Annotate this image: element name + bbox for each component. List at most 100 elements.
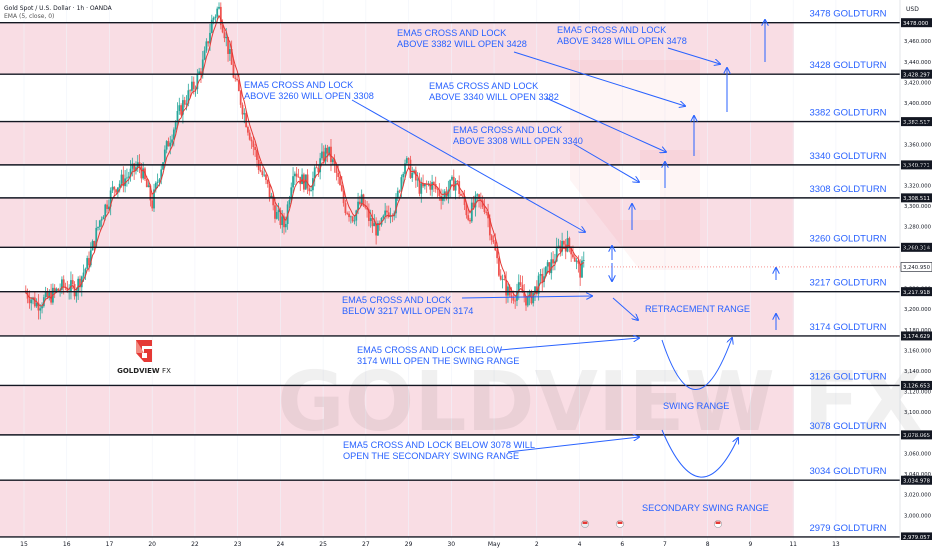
logo-mark (136, 340, 152, 362)
candle-body (330, 146, 332, 162)
price-tick: 3,160.000 (904, 348, 932, 354)
price-tick: 3,460.000 (904, 39, 932, 45)
time-tick: 20 (148, 541, 156, 548)
candle-body (126, 177, 128, 179)
logo-icon (136, 340, 152, 362)
candle-body (528, 291, 531, 297)
secondary-swing-curve (661, 429, 738, 478)
level-price-tag-text: 3,428.297 (903, 72, 930, 78)
candle-body (28, 298, 31, 304)
indicator-label[interactable]: EMA (5, close, 0) (4, 13, 55, 20)
candle-body (281, 216, 284, 226)
candle-body (153, 189, 155, 209)
candle-body (223, 32, 226, 39)
candle-body (79, 278, 81, 288)
watermark-logo (570, 60, 700, 270)
candle-body (304, 174, 307, 190)
level-label: 3126 GOLDTURN (809, 371, 886, 382)
candle-body (552, 259, 554, 264)
candle-body (581, 260, 583, 278)
annotation-line1: EMA5 CROSS AND LOCK (557, 25, 667, 35)
candle-body (198, 71, 201, 75)
candle-body (290, 187, 293, 201)
candle-body (91, 240, 94, 251)
candle-body (104, 204, 107, 217)
candle-body (360, 194, 363, 205)
time-tick: 8 (706, 541, 710, 548)
candle-body (203, 50, 206, 60)
candle-body (488, 218, 491, 236)
candle-body (140, 166, 143, 179)
candle-body (483, 206, 486, 213)
level-price-tag-text: 3,217.918 (903, 290, 931, 296)
candle-body (283, 216, 285, 228)
price-tick: 3,400.000 (904, 101, 932, 107)
candle-body (369, 218, 372, 222)
candle-body (487, 212, 489, 219)
level-label: 3478 GOLDTURN (809, 9, 886, 20)
candle-body (308, 188, 311, 192)
candle-body (250, 139, 253, 142)
candle-body (216, 8, 219, 17)
candle-body (400, 177, 403, 192)
candle-body (355, 210, 358, 221)
candle-body (212, 17, 215, 20)
candle-body (57, 288, 60, 291)
candle-body (295, 173, 298, 177)
time-tick: 29 (405, 541, 413, 548)
candle-body (259, 169, 262, 172)
level-label: 3308 GOLDTURN (809, 184, 886, 195)
candle-body (185, 103, 188, 105)
price-tick: 3,360.000 (904, 142, 932, 148)
candle-body (163, 149, 166, 163)
candle-body (384, 210, 387, 216)
candle-body (546, 262, 549, 267)
candle-body (46, 291, 49, 298)
candle-body (120, 174, 123, 184)
swing-range-label: SWING RANGE (663, 401, 729, 411)
annotation-arrows (351, 20, 776, 478)
candle-body (526, 296, 529, 306)
time-tick: 7 (663, 541, 667, 548)
band-0 (0, 22, 794, 75)
price-tick: 3,120.000 (904, 390, 932, 396)
candle-body (387, 212, 390, 218)
candle-body (476, 194, 479, 196)
candle-body (55, 288, 58, 292)
candle-body (579, 263, 582, 278)
candle-body (214, 16, 217, 18)
level-lines: 3478 GOLDTURN 3428 GOLDTURN 3382 GOLDTURN 3… (0, 9, 900, 538)
candle-body (66, 287, 69, 292)
candle-body (409, 159, 412, 178)
watermark-layer: GOLDVIEW FX (277, 60, 923, 450)
candle-body (351, 216, 354, 222)
candle-body (266, 179, 269, 184)
candle-body (41, 306, 43, 309)
candle-body (460, 193, 462, 196)
candle-body (236, 78, 238, 81)
last-price-tag (900, 262, 932, 272)
candle-body (508, 286, 511, 296)
candle-body (573, 257, 576, 262)
candle-body (442, 197, 444, 201)
candle-body (418, 179, 421, 194)
watermark: GOLDVIEW FX (277, 355, 923, 450)
level-price-tag-text: 3,126.653 (903, 384, 930, 390)
candle-body (481, 200, 484, 207)
symbol-title[interactable]: Gold Spot / U.S. Dollar · 1h · OANDA (4, 5, 112, 12)
band-1 (0, 121, 794, 165)
retracement-range-label: RETRACEMENT RANGE (645, 304, 750, 314)
candle-body (265, 174, 267, 180)
candle-body (326, 147, 329, 154)
candle-body (84, 268, 87, 273)
candle-body (340, 185, 343, 191)
candle-body (467, 215, 470, 220)
candle-body (272, 195, 275, 206)
time-tick: 16 (63, 541, 71, 548)
candle-body (73, 284, 76, 297)
candle-body (566, 238, 569, 252)
level-price-tag (901, 242, 932, 252)
candle-body (433, 182, 435, 185)
